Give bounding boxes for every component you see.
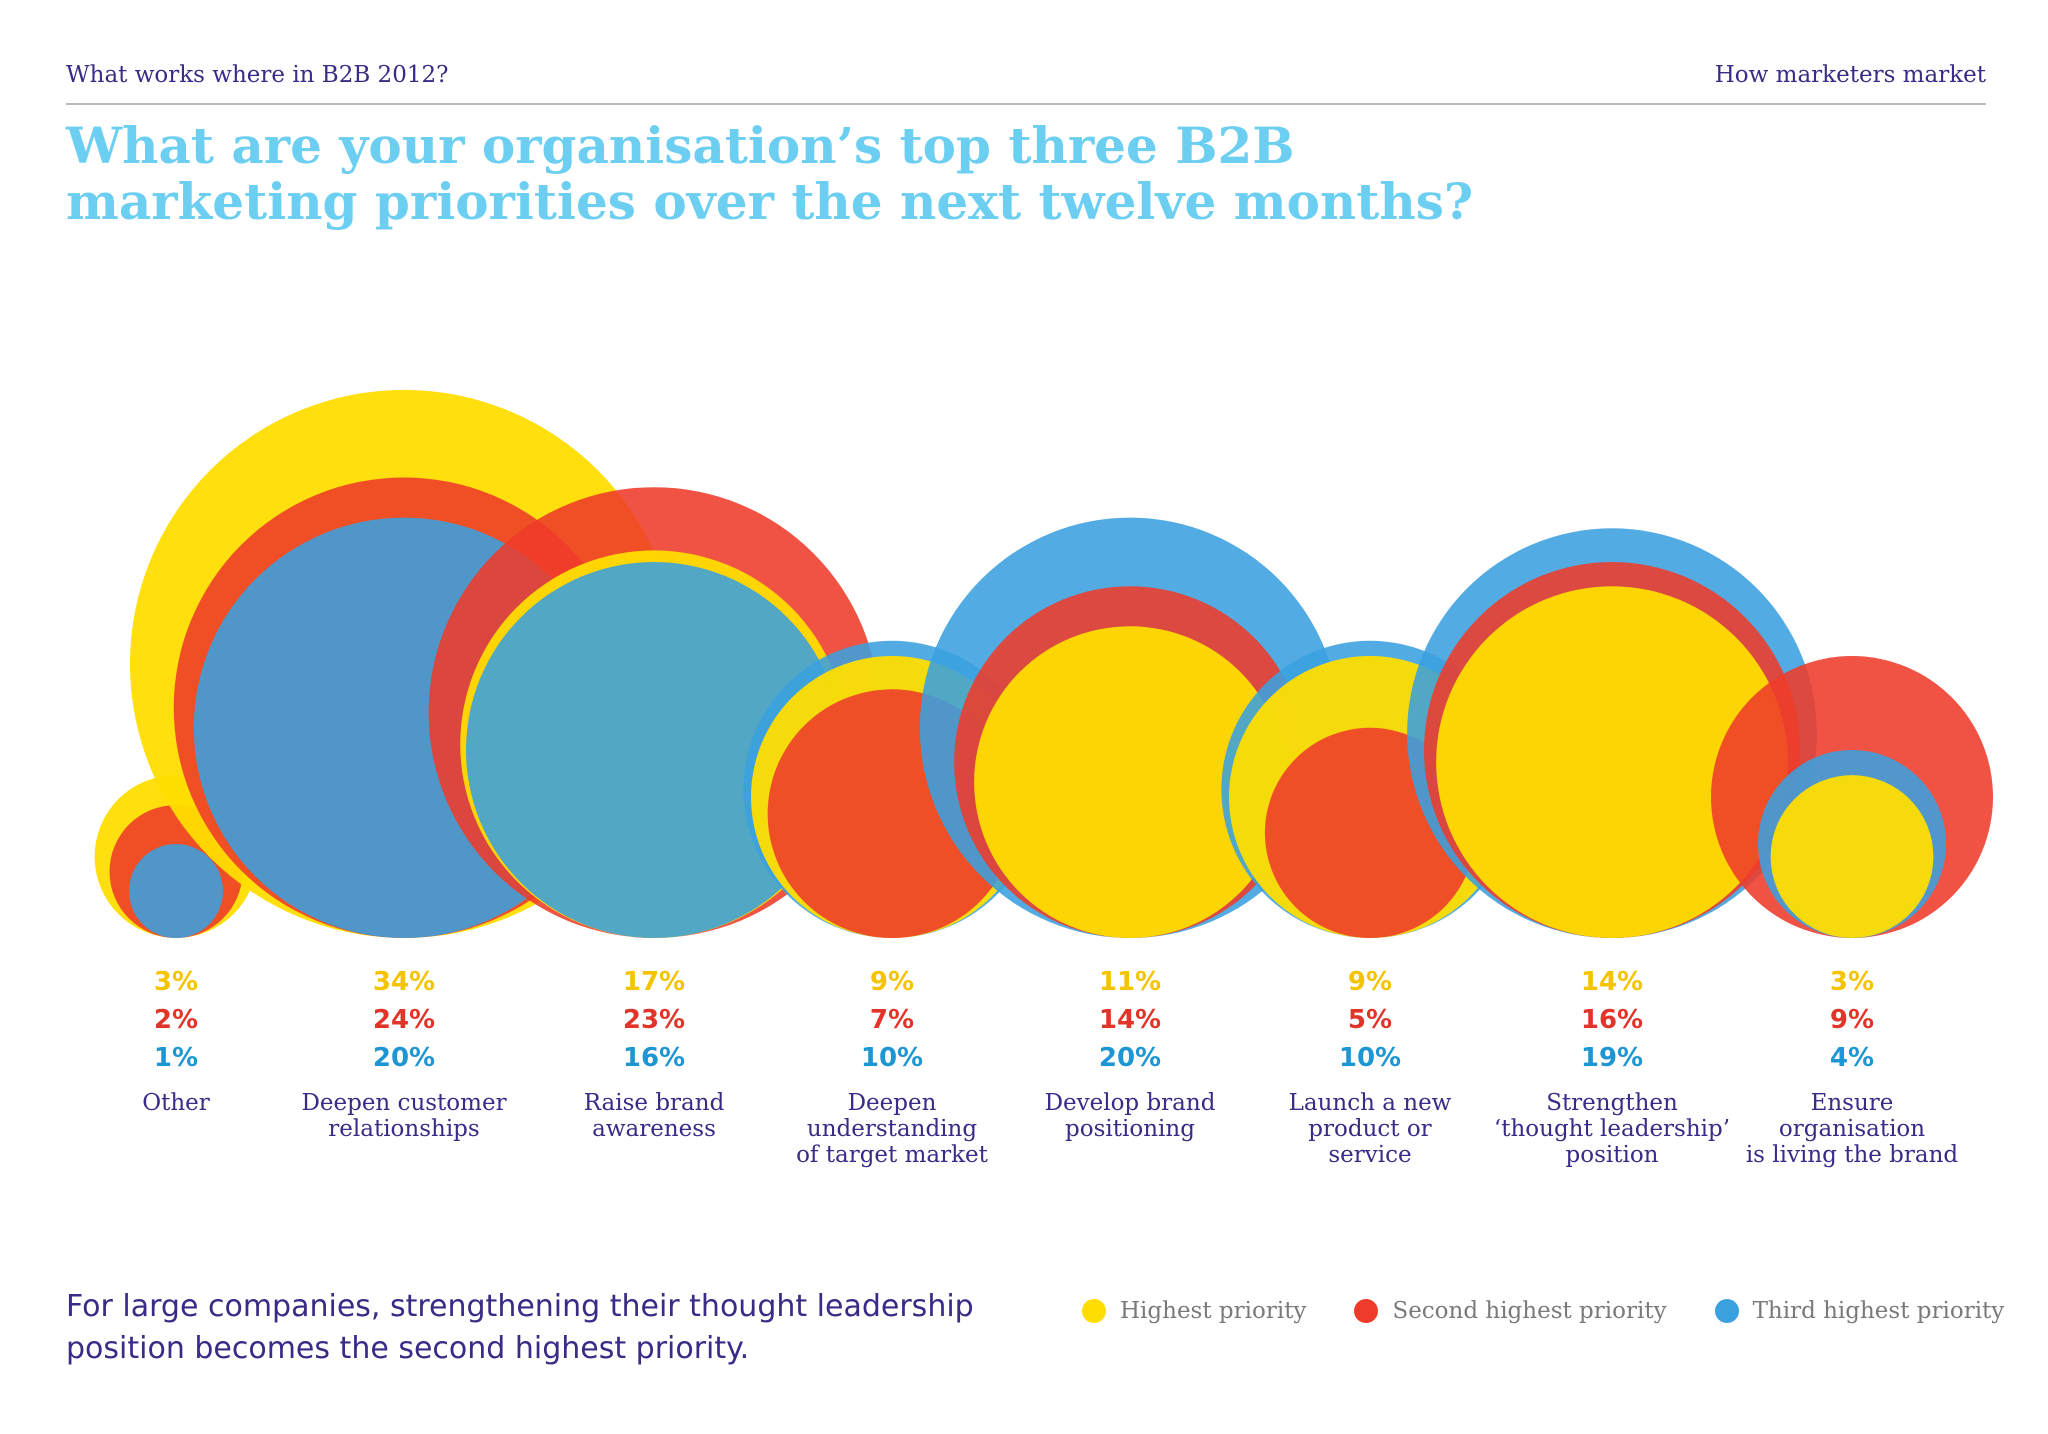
footnote: For large companies, strengthening their… <box>66 1289 974 1366</box>
legend: Highest priority Second highest priority… <box>1082 1296 2004 1326</box>
legend-label-highest: Highest priority <box>1120 1298 1307 1324</box>
legend-swatch-third <box>1714 1299 1739 1323</box>
header-right: How marketers market <box>1714 62 1986 88</box>
value-label-second-3: 23% <box>623 1005 685 1035</box>
value-label-second-4: 7% <box>870 1005 914 1035</box>
category-label-1: Other <box>142 1090 210 1116</box>
legend-label-second: Second highest priority <box>1392 1298 1667 1324</box>
header-rule <box>66 103 1986 105</box>
bubble-highest-7 <box>1436 586 1788 938</box>
chart-title: What are your organisation’s top three B… <box>66 116 1474 231</box>
value-label-highest-4: 9% <box>870 967 914 997</box>
bubble-layer <box>94 389 1993 939</box>
category-label-4: Deepen understanding of target market <box>796 1090 989 1168</box>
value-label-third-5: 20% <box>1099 1043 1161 1073</box>
value-label-highest-8: 3% <box>1830 967 1874 997</box>
value-label-third-3: 16% <box>623 1043 685 1073</box>
category-label-3: Raise brand awareness <box>584 1090 725 1142</box>
value-label-third-4: 10% <box>861 1043 923 1073</box>
value-label-highest-3: 17% <box>623 967 685 997</box>
value-label-second-7: 16% <box>1581 1005 1643 1035</box>
category-label-7: Strengthen ‘thought leadership’ position <box>1494 1090 1730 1168</box>
value-label-second-8: 9% <box>1830 1005 1874 1035</box>
value-label-highest-6: 9% <box>1348 967 1392 997</box>
value-label-second-6: 5% <box>1348 1005 1392 1035</box>
value-label-second-5: 14% <box>1099 1005 1161 1035</box>
category-label-2: Deepen customer relationships <box>301 1090 506 1142</box>
value-label-highest-5: 11% <box>1099 967 1161 997</box>
value-label-highest-2: 34% <box>373 967 435 997</box>
value-label-second-2: 24% <box>373 1005 435 1035</box>
value-label-third-1: 1% <box>154 1043 198 1073</box>
value-label-second-1: 2% <box>154 1005 198 1035</box>
category-label-8: Ensure organisation is living the brand <box>1746 1090 1959 1168</box>
category-label-6: Launch a new product or service <box>1289 1090 1452 1168</box>
legend-item-third: Third highest priority <box>1714 1298 2005 1324</box>
bubble-highest-5 <box>974 626 1286 938</box>
legend-item-highest: Highest priority <box>1082 1298 1306 1324</box>
bubble-highest-8 <box>1770 775 1934 938</box>
legend-swatch-second <box>1354 1299 1379 1323</box>
value-label-highest-7: 14% <box>1581 967 1643 997</box>
legend-label-third: Third highest priority <box>1752 1298 2005 1324</box>
value-labels: 3% 2% 1% 34% 24% 20% 17% 23% 16% 9% 7% 10% 11% 14% 20%… <box>154 967 1874 1073</box>
value-label-third-2: 20% <box>373 1043 435 1073</box>
category-label-5: Develop brand positioning <box>1045 1090 1216 1142</box>
bubble-third-1 <box>129 844 223 938</box>
legend-swatch-highest <box>1082 1299 1106 1323</box>
value-label-third-6: 10% <box>1339 1043 1401 1073</box>
value-label-third-7: 19% <box>1581 1043 1643 1073</box>
legend-item-second: Second highest priority <box>1354 1298 1667 1324</box>
bubble-third-3 <box>466 562 842 938</box>
header-left: What works where in B2B 2012? <box>66 62 449 88</box>
value-label-third-8: 4% <box>1830 1043 1874 1073</box>
value-label-highest-1: 3% <box>154 967 198 997</box>
category-labels: Other Deepen customer relationships Raise b… <box>142 1090 1958 1168</box>
